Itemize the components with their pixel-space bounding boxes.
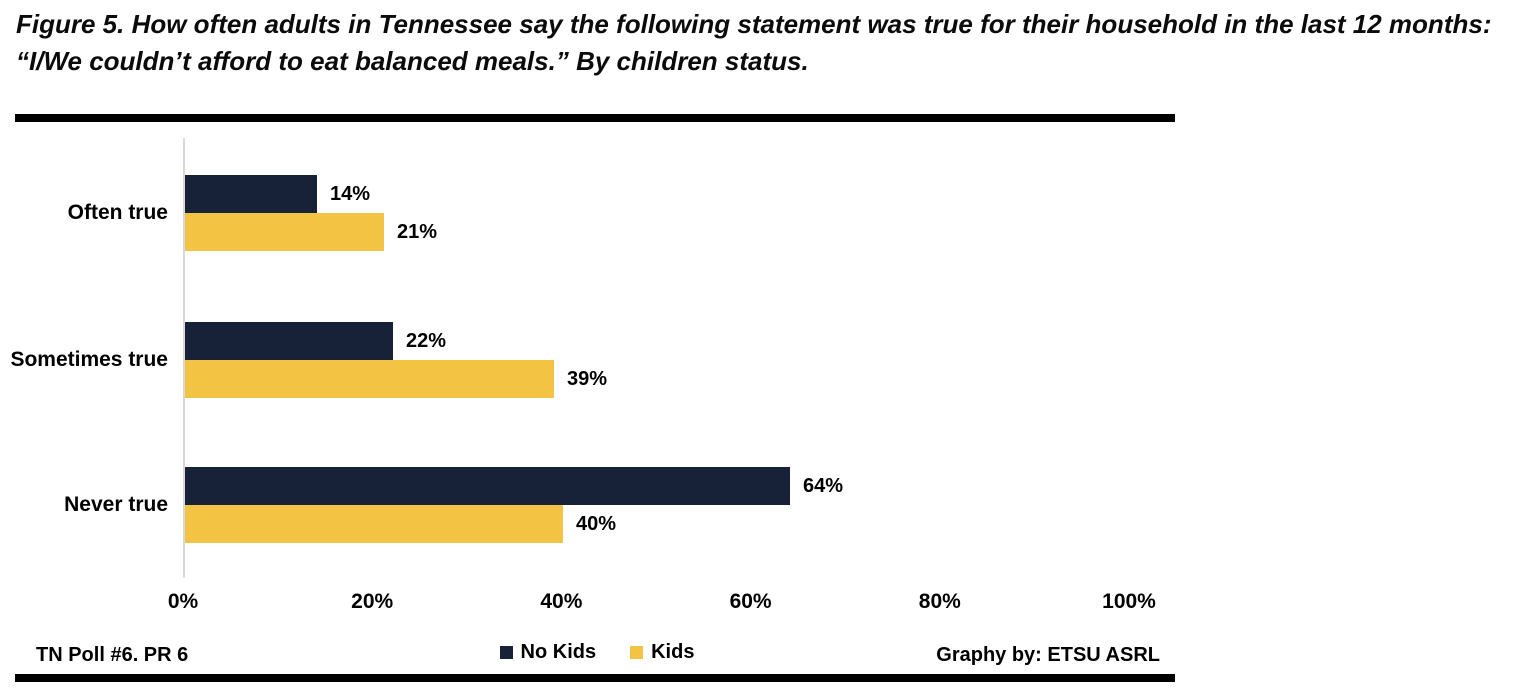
legend-swatch-no-kids [499,646,513,659]
bar-value-label: 40% [576,513,617,535]
figure-title: Figure 5. How often adults in Tennessee … [16,9,1492,76]
bar-no-kids-often-true [185,175,317,213]
bar-value-label: 64% [803,475,844,497]
bar-chart: Often true 14% 21% Sometimes true 22% 39% Neve… [0,138,1536,613]
credit-note: Graphy by: ETSU ASRL [936,644,1160,666]
category-label-sometimes-true: Sometimes true [10,348,168,371]
category-label-often-true: Often true [67,201,168,224]
bar-value-label: 14% [330,183,371,205]
legend-label: Kids [651,641,695,663]
legend: No Kids Kids [0,641,1194,664]
bar-kids-never-true [185,505,563,543]
top-rule [15,114,1175,122]
legend-item-no-kids: No Kids [499,641,597,664]
legend-item-kids: Kids [630,641,694,664]
bar-value-label: 39% [567,368,608,390]
category-label-never-true: Never true [64,493,168,516]
x-tick-label: 100% [1102,590,1156,613]
x-tick-label: 80% [918,590,961,613]
x-tick-label: 0% [167,590,199,613]
bar-value-label: 21% [397,221,438,243]
source-note: TN Poll #6. PR 6 [36,644,189,666]
legend-label: No Kids [520,641,597,663]
y-axis-line [183,138,185,578]
x-tick-label: 20% [351,590,394,613]
bar-kids-sometimes-true [185,360,554,398]
bar-kids-often-true [185,213,384,251]
bar-value-label: 22% [406,330,447,352]
legend-swatch-kids [630,646,644,659]
x-tick-label: 60% [729,590,772,613]
bar-no-kids-never-true [185,467,790,505]
bottom-rule [15,674,1175,682]
bar-no-kids-sometimes-true [185,322,393,360]
x-tick-label: 40% [540,590,583,613]
